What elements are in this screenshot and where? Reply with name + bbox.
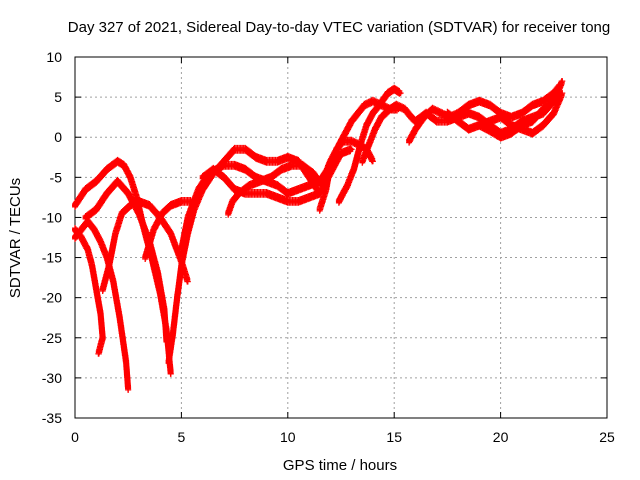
series-track-14 bbox=[359, 100, 419, 166]
x-tick-label: 20 bbox=[493, 429, 509, 445]
marker-track bbox=[72, 225, 106, 357]
series-track-3 bbox=[72, 225, 106, 357]
x-tick-label: 15 bbox=[386, 429, 402, 445]
marker-track bbox=[82, 176, 170, 345]
marker-track bbox=[476, 89, 564, 142]
data-points bbox=[72, 78, 566, 393]
marker-track bbox=[321, 96, 402, 182]
marker-track bbox=[359, 100, 419, 166]
y-tick-label: -30 bbox=[42, 370, 62, 386]
tick-labels: 0 5 10 15 20 25 -35 -30 -25 -20 -15 -10 -5 0 5 10 bbox=[42, 49, 615, 445]
y-tick-label: 10 bbox=[46, 49, 62, 65]
x-tick-label: 0 bbox=[71, 429, 79, 445]
y-axis-title: SDTVAR / TECUs bbox=[7, 178, 24, 298]
series-track-12 bbox=[321, 96, 402, 182]
y-tick-label: -25 bbox=[42, 330, 62, 346]
y-tick-label: 0 bbox=[54, 129, 62, 145]
x-tick-label: 10 bbox=[280, 429, 296, 445]
marker-track bbox=[142, 197, 195, 262]
y-tick-label: -35 bbox=[42, 410, 62, 426]
series-track-7 bbox=[165, 144, 323, 367]
series-track-4 bbox=[82, 176, 170, 345]
series-track-18 bbox=[476, 89, 564, 142]
series-track-13 bbox=[335, 84, 404, 206]
y-tick-label: -15 bbox=[42, 250, 62, 266]
marker-track bbox=[165, 144, 323, 367]
x-axis-title: GPS time / hours bbox=[283, 457, 397, 474]
chart-title: Day 327 of 2021, Sidereal Day-to-day VTE… bbox=[68, 19, 610, 36]
y-tick-label: 5 bbox=[54, 89, 62, 105]
marker-track bbox=[225, 160, 325, 218]
x-tick-label: 25 bbox=[599, 429, 615, 445]
y-tick-label: -20 bbox=[42, 290, 62, 306]
y-tick-label: -5 bbox=[50, 169, 63, 185]
marker-track bbox=[335, 84, 404, 206]
x-tick-label: 5 bbox=[178, 429, 186, 445]
y-tick-label: -10 bbox=[42, 209, 62, 225]
series-track-6 bbox=[142, 197, 195, 262]
series-track-10 bbox=[225, 160, 325, 218]
